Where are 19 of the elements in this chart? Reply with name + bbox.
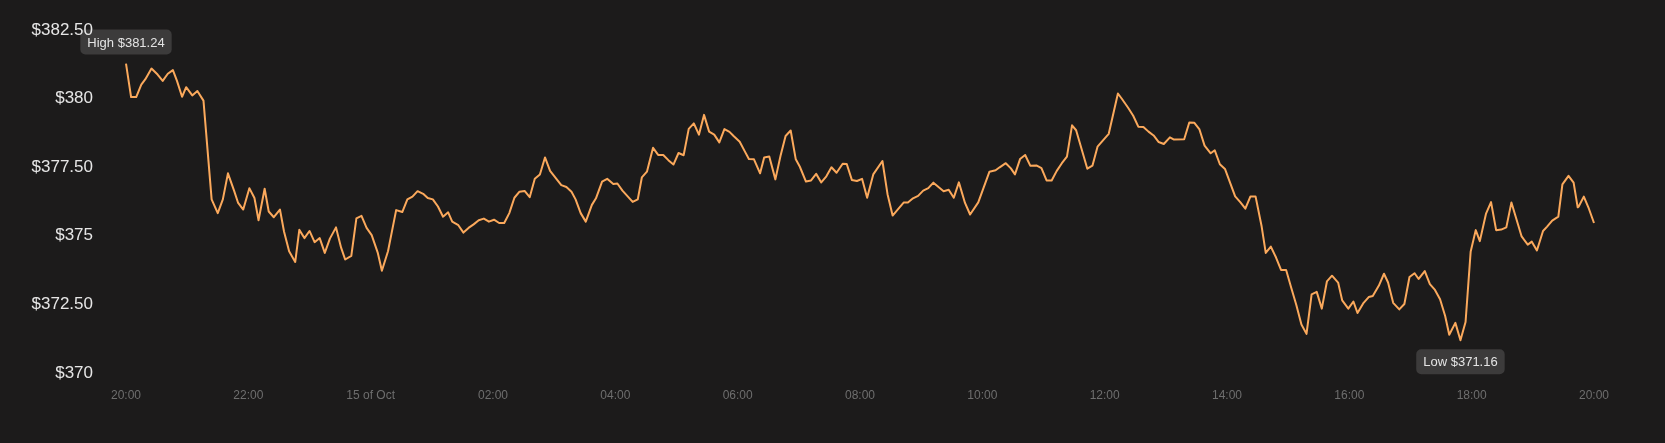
x-tick-label: 22:00 <box>233 388 264 402</box>
y-tick-label: $372.50 <box>31 293 93 313</box>
x-tick-label: 02:00 <box>477 388 509 402</box>
x-tick-label: 16:00 <box>1334 388 1365 402</box>
x-tick-label: 15 of Oct <box>346 388 396 402</box>
x-tick-label: 18:00 <box>1456 388 1488 402</box>
x-tick-label: 08:00 <box>844 388 876 402</box>
y-tick-label: $370 <box>55 362 93 382</box>
y-tick-label: $380 <box>55 88 93 108</box>
x-tick-label: 14:00 <box>1211 388 1243 402</box>
x-tick-label: 20:00 <box>110 388 142 402</box>
x-tick-label: 06:00 <box>722 388 754 402</box>
annotation: Low $371.16 <box>1423 354 1498 370</box>
x-tick-label: 20:00 <box>1578 388 1610 402</box>
x-tick-label: 12:00 <box>1089 388 1121 402</box>
x-tick-label: 04:00 <box>600 388 631 402</box>
y-tick-label: $375 <box>55 225 93 245</box>
x-tick-label: 10:00 <box>967 388 998 402</box>
y-tick-label: $377.50 <box>31 156 93 176</box>
